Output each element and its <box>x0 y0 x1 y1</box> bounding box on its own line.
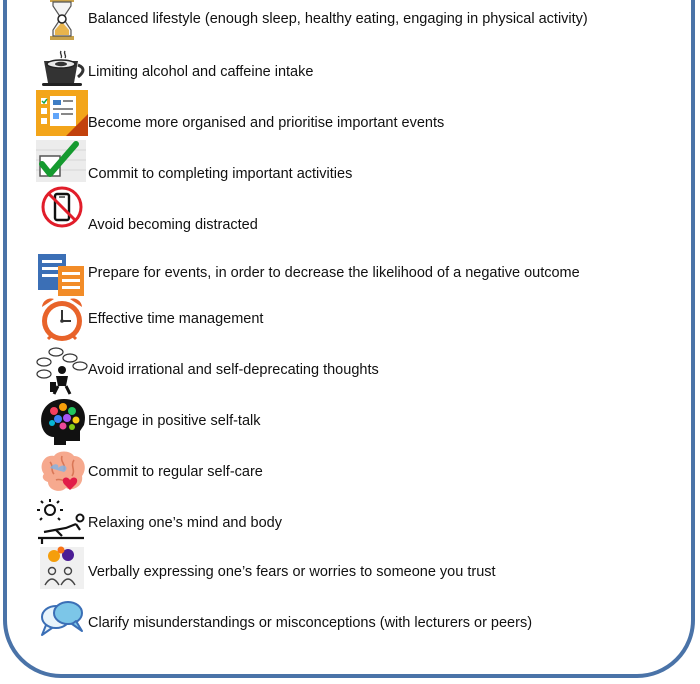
list-item-label: Avoid becoming distracted <box>88 217 258 233</box>
alarm-clock-icon <box>36 295 88 345</box>
list-item-label: Balanced lifestyle (enough sleep, health… <box>88 11 588 27</box>
list-item-label: Engage in positive self-talk <box>88 413 261 429</box>
colorful-head-icon <box>36 397 88 447</box>
list-item-label: Become more organised and prioritise imp… <box>88 115 445 131</box>
people-talking-icon <box>36 545 88 595</box>
relaxing-sun-icon <box>36 498 88 548</box>
list-item-label: Commit to regular self-care <box>88 464 263 480</box>
list-item: Balanced lifestyle (enough sleep, health… <box>36 0 676 46</box>
list-item: Become more organised and prioritise imp… <box>36 90 676 140</box>
list-item-label: Verbally expressing one’s fears or worri… <box>88 564 496 580</box>
planner-icon <box>36 90 88 140</box>
coffee-cup-icon <box>36 47 88 97</box>
brain-heart-icon <box>36 448 88 498</box>
list-item: Relaxing one’s mind and body <box>36 498 676 548</box>
documents-icon <box>36 252 88 302</box>
hourglass-icon <box>36 0 88 46</box>
speech-bubbles-icon <box>36 597 88 647</box>
thinking-person-icon <box>36 346 88 396</box>
list-item: Commit to completing important activitie… <box>36 138 676 188</box>
checkmark-icon <box>36 138 88 188</box>
list-item-label: Commit to completing important activitie… <box>88 166 353 182</box>
list-item-label: Relaxing one’s mind and body <box>88 515 283 531</box>
list-item-label: Clarify misunderstandings or misconcepti… <box>88 615 533 631</box>
list-item: Commit to regular self-care <box>36 448 676 498</box>
list-item-label: Prepare for events, in order to decrease… <box>88 265 580 281</box>
list-item: Effective time management <box>36 295 676 345</box>
list-item-label: Avoid irrational and self-deprecating th… <box>88 362 379 378</box>
list-item: Limiting alcohol and caffeine intake <box>36 47 676 97</box>
list-item-label: Effective time management <box>88 311 264 327</box>
no-phone-icon <box>36 183 88 233</box>
list-item: Prepare for events, in order to decrease… <box>36 252 676 302</box>
rounded-frame <box>3 0 695 678</box>
list-item: Avoid irrational and self-deprecating th… <box>36 346 676 396</box>
list-item: Engage in positive self-talk <box>36 397 676 447</box>
list-item: Verbally expressing one’s fears or worri… <box>36 545 676 595</box>
list-item: Avoid becoming distracted <box>36 183 676 233</box>
list-item: Clarify misunderstandings or misconcepti… <box>36 597 676 647</box>
list-item-label: Limiting alcohol and caffeine intake <box>88 64 314 80</box>
